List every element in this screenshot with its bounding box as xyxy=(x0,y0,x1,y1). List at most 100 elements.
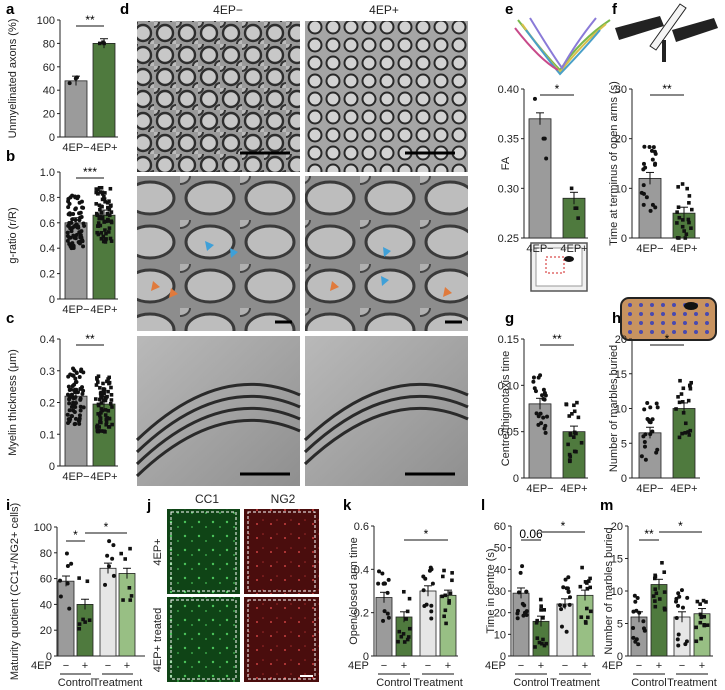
y-tick-label: 0.40 xyxy=(498,84,519,96)
marble xyxy=(683,312,687,316)
data-point xyxy=(382,609,387,614)
data-point xyxy=(652,576,657,581)
x-tick-label: 4EP− xyxy=(62,304,89,316)
data-point xyxy=(77,218,82,223)
data-point xyxy=(575,400,579,405)
y-tick-label: 30 xyxy=(615,84,627,96)
data-point xyxy=(103,395,107,400)
x-sign-label: − xyxy=(636,660,642,672)
data-point xyxy=(578,584,583,589)
y-tick-label: 15 xyxy=(611,554,623,566)
data-point xyxy=(534,411,539,416)
data-point xyxy=(99,204,104,209)
y-axis-label: Time in centre (s) xyxy=(485,548,497,633)
data-point xyxy=(677,400,682,405)
data-point xyxy=(536,414,541,419)
data-point xyxy=(73,421,78,426)
x-sign-label: − xyxy=(679,660,685,672)
marble xyxy=(683,321,687,325)
data-point xyxy=(447,599,451,603)
marble xyxy=(639,321,643,325)
data-point xyxy=(108,186,113,191)
data-point xyxy=(683,236,688,240)
data-point xyxy=(543,423,548,428)
data-point xyxy=(662,590,667,594)
data-point xyxy=(78,404,83,409)
marble xyxy=(683,330,687,334)
data-point xyxy=(562,603,567,608)
data-point xyxy=(677,435,682,440)
x-tick-label: 4EP− xyxy=(526,483,553,495)
data-point xyxy=(100,393,104,398)
data-point xyxy=(542,391,547,396)
data-point xyxy=(74,232,79,237)
bar xyxy=(375,597,393,657)
data-point xyxy=(524,589,529,594)
y-tick-label: 1.0 xyxy=(40,167,55,179)
data-point xyxy=(128,546,132,551)
panel-d-header-4ep-minus: 4EP− xyxy=(213,3,243,17)
data-point xyxy=(563,577,568,582)
data-point xyxy=(107,226,112,230)
significance-label: * xyxy=(73,528,78,542)
marble xyxy=(661,330,665,334)
data-point xyxy=(679,392,684,396)
panel-label-d: d xyxy=(120,1,129,18)
data-point xyxy=(96,187,100,192)
data-point xyxy=(447,601,451,605)
data-point xyxy=(87,618,92,622)
significance-label: ** xyxy=(85,332,95,346)
data-point xyxy=(65,233,70,238)
x-sign-label: − xyxy=(63,660,69,672)
data-point xyxy=(109,398,114,402)
panel-letters: a b c d e f g h i j k l m xyxy=(6,1,621,514)
chart-b: 0 0.2 0.4 0.6 0.8 1.0 g-ratio (r/R) 4EP− 4EP+ *** xyxy=(7,165,118,316)
panel-j-header-cc1: CC1 xyxy=(195,492,219,506)
data-point xyxy=(100,390,105,395)
data-point xyxy=(103,398,108,403)
data-point xyxy=(83,620,87,624)
data-point xyxy=(639,454,644,459)
data-point xyxy=(572,449,577,454)
marble xyxy=(694,321,698,325)
data-point xyxy=(450,571,454,575)
data-point xyxy=(558,603,563,608)
data-point xyxy=(95,213,99,217)
data-point xyxy=(573,206,578,210)
data-point xyxy=(688,386,693,391)
bar xyxy=(556,603,574,657)
data-point xyxy=(689,380,693,385)
y-tick-label: 10 xyxy=(615,183,627,195)
y-axis-label: Number of marbles buried xyxy=(603,527,615,654)
marble xyxy=(661,303,665,307)
data-point xyxy=(107,416,112,421)
y-tick-label: 60 xyxy=(43,62,55,74)
data-point xyxy=(98,386,102,390)
data-point xyxy=(401,632,406,636)
data-point xyxy=(105,553,110,558)
data-point xyxy=(539,604,543,608)
data-point xyxy=(677,594,682,599)
data-point xyxy=(103,191,107,195)
data-point xyxy=(71,212,76,217)
bar xyxy=(99,567,117,657)
x-tick-label: 4EP− xyxy=(62,471,89,483)
data-point xyxy=(534,620,539,625)
y-tick-label: 80 xyxy=(43,38,55,50)
data-point xyxy=(73,416,78,421)
marble xyxy=(705,303,709,307)
data-point xyxy=(69,246,74,251)
data-point xyxy=(121,598,125,602)
data-point xyxy=(67,408,72,413)
data-point xyxy=(96,192,100,196)
chart-i: 0 20 40 60 80 100 Maturity quotient (CC1+/NG2+… xyxy=(9,503,145,689)
data-point xyxy=(68,195,73,200)
data-point xyxy=(450,578,454,583)
data-point xyxy=(99,185,104,190)
data-point xyxy=(442,568,446,573)
data-point xyxy=(85,579,90,584)
data-point xyxy=(95,376,99,380)
